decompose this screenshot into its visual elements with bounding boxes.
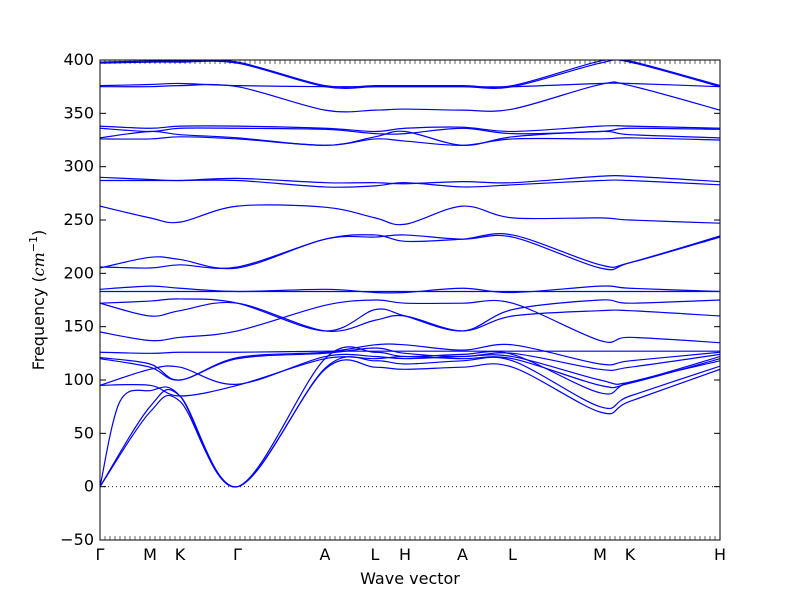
y-tick-label: 100 — [63, 370, 94, 389]
x-tick-label: L — [508, 545, 517, 564]
y-tick-label: 200 — [63, 263, 94, 282]
phonon-band-10 — [100, 301, 720, 332]
x-tick-label: Γ — [233, 545, 242, 564]
y-axis-title-prefix: Frequency ( — [29, 276, 48, 370]
y-tick-label: 250 — [63, 210, 94, 229]
phonon-band-22 — [100, 125, 720, 133]
phonon-band-20 — [100, 130, 720, 146]
phonon-band-14 — [100, 234, 720, 271]
phonon-band-13 — [100, 285, 720, 294]
y-axis-ticks: −50 0 50 100 150 200 250 300 350 400 — [60, 50, 720, 549]
phonon-band-19 — [100, 136, 720, 146]
phonon-band-11 — [100, 298, 720, 332]
plot-area-background — [100, 60, 720, 540]
y-tick-label: 300 — [63, 157, 94, 176]
x-tick-label: Γ — [96, 545, 105, 564]
x-tick-label: M — [143, 545, 157, 564]
phonon-band-5 — [100, 353, 720, 386]
phonon-band-16 — [100, 204, 720, 226]
x-tick-label: A — [320, 545, 331, 564]
y-axis-title-unit: cm — [29, 252, 48, 276]
x-tick-label: K — [625, 545, 636, 564]
y-tick-label: 50 — [74, 423, 94, 442]
phonon-band-21 — [100, 127, 720, 135]
y-axis-title-unit-exp: −1 — [27, 236, 40, 252]
y-tick-label: 400 — [63, 50, 94, 69]
phonon-band-18 — [100, 174, 720, 185]
y-axis-title: Frequency (cm−1) — [27, 230, 48, 371]
phonon-band-15 — [100, 233, 720, 269]
y-axis-title-suffix: ) — [29, 230, 48, 236]
x-tick-label: K — [175, 545, 186, 564]
phonon-band-8 — [100, 350, 720, 354]
phonon-band-9 — [100, 299, 720, 344]
x-tick-label: M — [593, 545, 607, 564]
x-axis-title: Wave vector — [360, 569, 460, 588]
phonon-band-7 — [100, 343, 720, 381]
y-tick-label: −50 — [60, 530, 94, 549]
y-tick-label: 0 — [84, 477, 94, 496]
y-tick-label: 150 — [63, 317, 94, 336]
x-tick-label: A — [457, 545, 468, 564]
series-group — [100, 60, 720, 488]
x-tick-label: H — [714, 545, 726, 564]
phonon-band-1 — [100, 359, 720, 488]
y-tick-label: 350 — [63, 103, 94, 122]
x-tick-label: L — [371, 545, 380, 564]
x-tick-label: H — [399, 545, 411, 564]
phonon-band-4 — [100, 355, 720, 397]
